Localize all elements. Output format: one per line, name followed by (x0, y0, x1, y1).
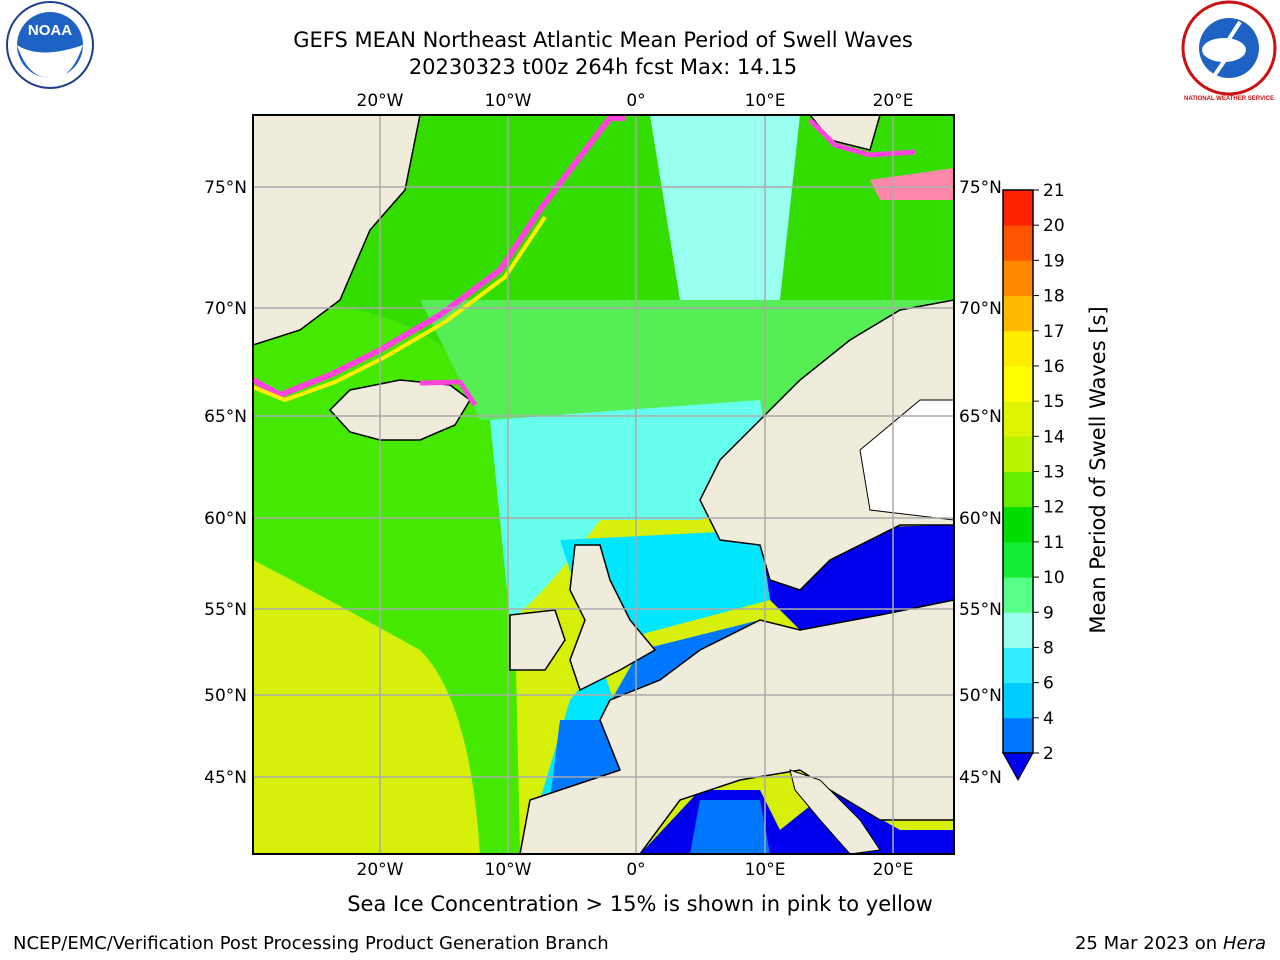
colorbar-tick-label: 18 (1043, 287, 1065, 307)
colorbar-segment (1003, 260, 1033, 297)
colorbar-segment (1003, 436, 1033, 472)
colorbar: 2 4 6 8 9 10 11 12 13 14 15 16 17 18 19 20 21 (1002, 181, 1065, 782)
nws-logo: NATIONAL WEATHER SERVICE (1181, 0, 1277, 102)
colorbar-segment (1003, 471, 1033, 508)
colorbar-tick-label: 8 (1043, 638, 1054, 658)
colorbar-segment (1003, 541, 1033, 578)
colorbar-tick-label: 9 (1043, 603, 1054, 623)
lon-label: 10°E (745, 860, 786, 880)
map-title: GEFS MEAN Northeast Atlantic Mean Period… (293, 28, 913, 52)
lat-labels-left: 75°N 70°N 65°N 60°N 55°N 50°N 45°N (204, 178, 247, 788)
lat-label: 60°N (959, 509, 1002, 529)
colorbar-tick-label: 4 (1043, 709, 1054, 729)
map-frame (252, 114, 955, 855)
lat-label: 50°N (959, 686, 1002, 706)
colorbar-tick-label: 13 (1043, 463, 1065, 483)
lon-label: 20°W (357, 860, 404, 880)
sea-ice-edge (253, 115, 625, 399)
colorbar-tick-label: 15 (1043, 392, 1065, 412)
colorbar-segment (1003, 682, 1033, 719)
ireland-land (509, 609, 566, 671)
colorbar-title: Mean Period of Swell Waves [s] (1086, 306, 1110, 634)
lat-label: 65°N (959, 407, 1002, 427)
colorbar-segment (1003, 577, 1033, 613)
lat-label: 70°N (204, 299, 247, 319)
colorbar-segment (1003, 401, 1033, 437)
iceland-land (328, 379, 471, 441)
colorbar-segment (1003, 190, 1033, 226)
colorbar-tick-label: 21 (1043, 181, 1065, 201)
lon-label: 0° (626, 860, 645, 880)
colorbar-segment (1003, 647, 1033, 684)
noaa-logo-text: NOAA (28, 22, 72, 39)
greenland-land (253, 115, 421, 346)
colorbar-tick-label: 19 (1043, 251, 1065, 271)
lon-label: 20°E (873, 860, 914, 880)
lat-label: 50°N (204, 686, 247, 706)
great-britain-land (569, 544, 657, 692)
lat-label: 75°N (204, 178, 247, 198)
lat-label: 55°N (204, 600, 247, 620)
colorbar-tick-label: 2 (1043, 744, 1054, 764)
lon-label: 0° (626, 91, 645, 111)
colorbar-tick-label: 20 (1043, 216, 1065, 236)
colorbar-tick-label: 11 (1043, 533, 1065, 553)
nws-logo-text: NATIONAL WEATHER SERVICE (1184, 96, 1274, 102)
lat-label: 55°N (959, 600, 1002, 620)
lon-label: 20°E (873, 91, 914, 111)
lat-labels-right: 75°N 70°N 65°N 60°N 55°N 50°N 45°N (959, 178, 1002, 788)
colorbar-segment (1003, 365, 1033, 402)
lat-label: 60°N (204, 509, 247, 529)
sea-ice-note: Sea Ice Concentration > 15% is shown in … (347, 892, 933, 916)
colorbar-tick-label: 16 (1043, 357, 1065, 377)
map-area (253, 115, 954, 854)
colorbar-segment (1003, 330, 1033, 367)
lon-label: 20°W (357, 91, 404, 111)
lat-label: 70°N (959, 299, 1002, 319)
machine-name: Hera (1222, 933, 1266, 954)
colorbar-segment (1003, 295, 1033, 332)
colorbar-tick-label: 14 (1043, 427, 1065, 447)
colorbar-segment (1003, 612, 1033, 648)
colorbar-tick-label: 6 (1043, 674, 1054, 694)
colorbar-extend-min (1002, 752, 1034, 782)
colorbar-tick-label: 17 (1043, 322, 1065, 342)
colorbar-tick-label: 12 (1043, 498, 1065, 518)
noaa-logo: NOAA (6, 1, 94, 89)
map-subtitle: 20230323 t00z 264h fcst Max: 14.15 (408, 55, 798, 79)
colorbar-segment (1003, 506, 1033, 543)
colorbar-tick-label: 10 (1043, 568, 1065, 588)
lon-label: 10°W (485, 860, 532, 880)
date-stamp: 25 Mar 2023 on Hera (1075, 933, 1266, 954)
lat-label: 75°N (959, 178, 1002, 198)
lon-labels-bottom: 20°W 10°W 0° 10°E 20°E (357, 860, 914, 880)
lat-label: 65°N (204, 407, 247, 427)
lat-label: 45°N (959, 768, 1002, 788)
lon-labels-top: 20°W 10°W 0° 10°E 20°E (357, 91, 914, 111)
lon-label: 10°E (745, 91, 786, 111)
colorbar-segment (1003, 717, 1033, 754)
lon-label: 10°W (485, 91, 532, 111)
credit-text: NCEP/EMC/Verification Post Processing Pr… (13, 933, 609, 954)
colorbar-segment (1003, 225, 1033, 261)
lat-label: 45°N (204, 768, 247, 788)
date-text: 25 Mar 2023 on (1074, 933, 1218, 954)
map-gridlines (253, 115, 954, 854)
